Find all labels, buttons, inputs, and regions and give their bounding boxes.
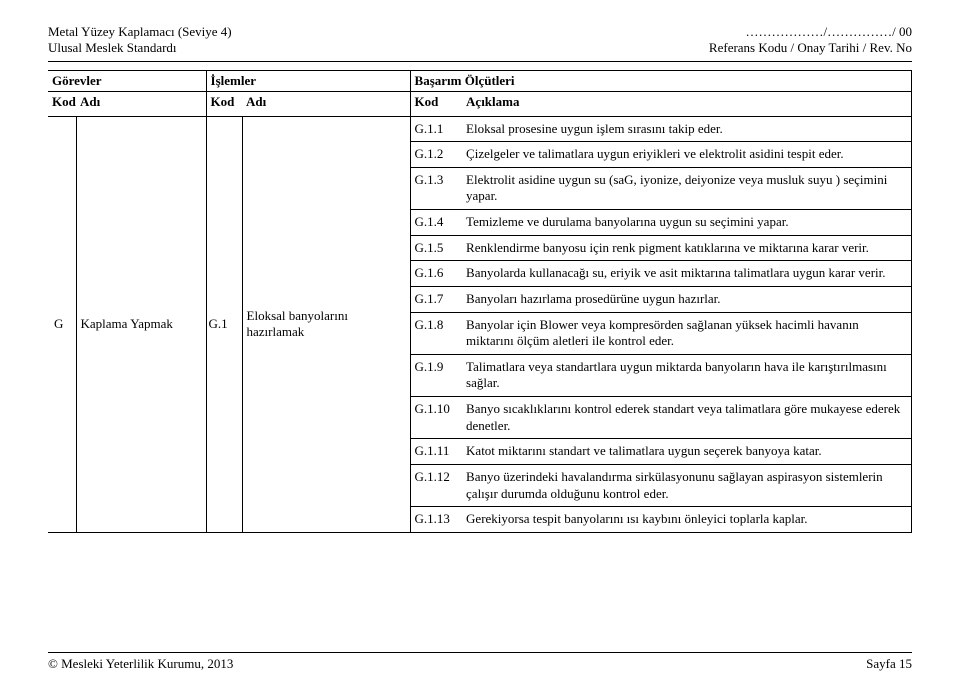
row-kod: G.1.6 [410, 261, 462, 287]
row-kod: G.1.9 [410, 354, 462, 396]
hdr-gorevler: Görevler [48, 70, 206, 91]
header-title-2: Ulusal Meslek Standardı [48, 40, 232, 56]
footer-left: © Mesleki Yeterlilik Kurumu, 2013 [48, 656, 233, 672]
hdr-basarim: Başarım Ölçütleri [410, 70, 911, 91]
row-desc: Banyo üzerindeki havalandırma sirkülasyo… [462, 464, 911, 506]
row-desc: Eloksal prosesine uygun işlem sırasını t… [462, 116, 911, 142]
row-desc: Banyo sıcaklıklarını kontrol ederek stan… [462, 397, 911, 439]
row-desc: Renklendirme banyosu için renk pigment k… [462, 235, 911, 261]
row-desc: Banyolar için Blower veya kompresörden s… [462, 312, 911, 354]
header-ref-2: Referans Kodu / Onay Tarihi / Rev. No [709, 40, 912, 56]
footer-right: Sayfa 15 [866, 656, 912, 672]
table-row: G Kaplama Yapmak G.1 Eloksal banyolarını… [48, 116, 912, 142]
row-desc: Banyolarda kullanacağı su, eriyik ve asi… [462, 261, 911, 287]
task-kod: G [48, 116, 76, 532]
subhdr-kod-2: Kod [206, 91, 242, 116]
header-title-1: Metal Yüzey Kaplamacı (Seviye 4) [48, 24, 232, 40]
row-kod: G.1.3 [410, 167, 462, 209]
row-kod: G.1.7 [410, 286, 462, 312]
subhdr-adi-1: Adı [76, 91, 206, 116]
header-ref-1: ………………/……………/ 00 [709, 24, 912, 40]
row-desc: Talimatlara veya standartlara uygun mikt… [462, 354, 911, 396]
operation-adi: Eloksal banyolarını hazırlamak [242, 116, 410, 532]
row-kod: G.1.11 [410, 439, 462, 465]
footer: © Mesleki Yeterlilik Kurumu, 2013 Sayfa … [48, 652, 912, 672]
row-kod: G.1.1 [410, 116, 462, 142]
row-desc: Temizleme ve durulama banyolarına uygun … [462, 210, 911, 236]
hdr-islemler: İşlemler [206, 70, 410, 91]
header-left: Metal Yüzey Kaplamacı (Seviye 4) Ulusal … [48, 24, 232, 57]
task-adi: Kaplama Yapmak [76, 116, 206, 532]
row-desc: Banyoları hazırlama prosedürüne uygun ha… [462, 286, 911, 312]
row-desc: Çizelgeler ve talimatlara uygun eriyikle… [462, 142, 911, 168]
criteria-table: Görevler İşlemler Başarım Ölçütleri Kod … [48, 70, 912, 533]
row-kod: G.1.12 [410, 464, 462, 506]
operation-kod: G.1 [206, 116, 242, 532]
row-kod: G.1.8 [410, 312, 462, 354]
row-desc: Gerekiyorsa tespit banyolarını ısı kaybı… [462, 507, 911, 533]
table-group-header: Görevler İşlemler Başarım Ölçütleri [48, 70, 912, 91]
subhdr-kod-3: Kod [410, 91, 462, 116]
subhdr-adi-2: Adı [242, 91, 410, 116]
row-kod: G.1.13 [410, 507, 462, 533]
header-rule [48, 61, 912, 62]
subhdr-kod-1: Kod [48, 91, 76, 116]
row-kod: G.1.4 [410, 210, 462, 236]
row-desc: Katot miktarını standart ve talimatlara … [462, 439, 911, 465]
table-sub-header: Kod Adı Kod Adı Kod Açıklama [48, 91, 912, 116]
header-right: ………………/……………/ 00 Referans Kodu / Onay Ta… [709, 24, 912, 57]
row-kod: G.1.10 [410, 397, 462, 439]
row-desc: Elektrolit asidine uygun su (saG, iyoniz… [462, 167, 911, 209]
row-kod: G.1.5 [410, 235, 462, 261]
row-kod: G.1.2 [410, 142, 462, 168]
subhdr-aciklama: Açıklama [462, 91, 911, 116]
